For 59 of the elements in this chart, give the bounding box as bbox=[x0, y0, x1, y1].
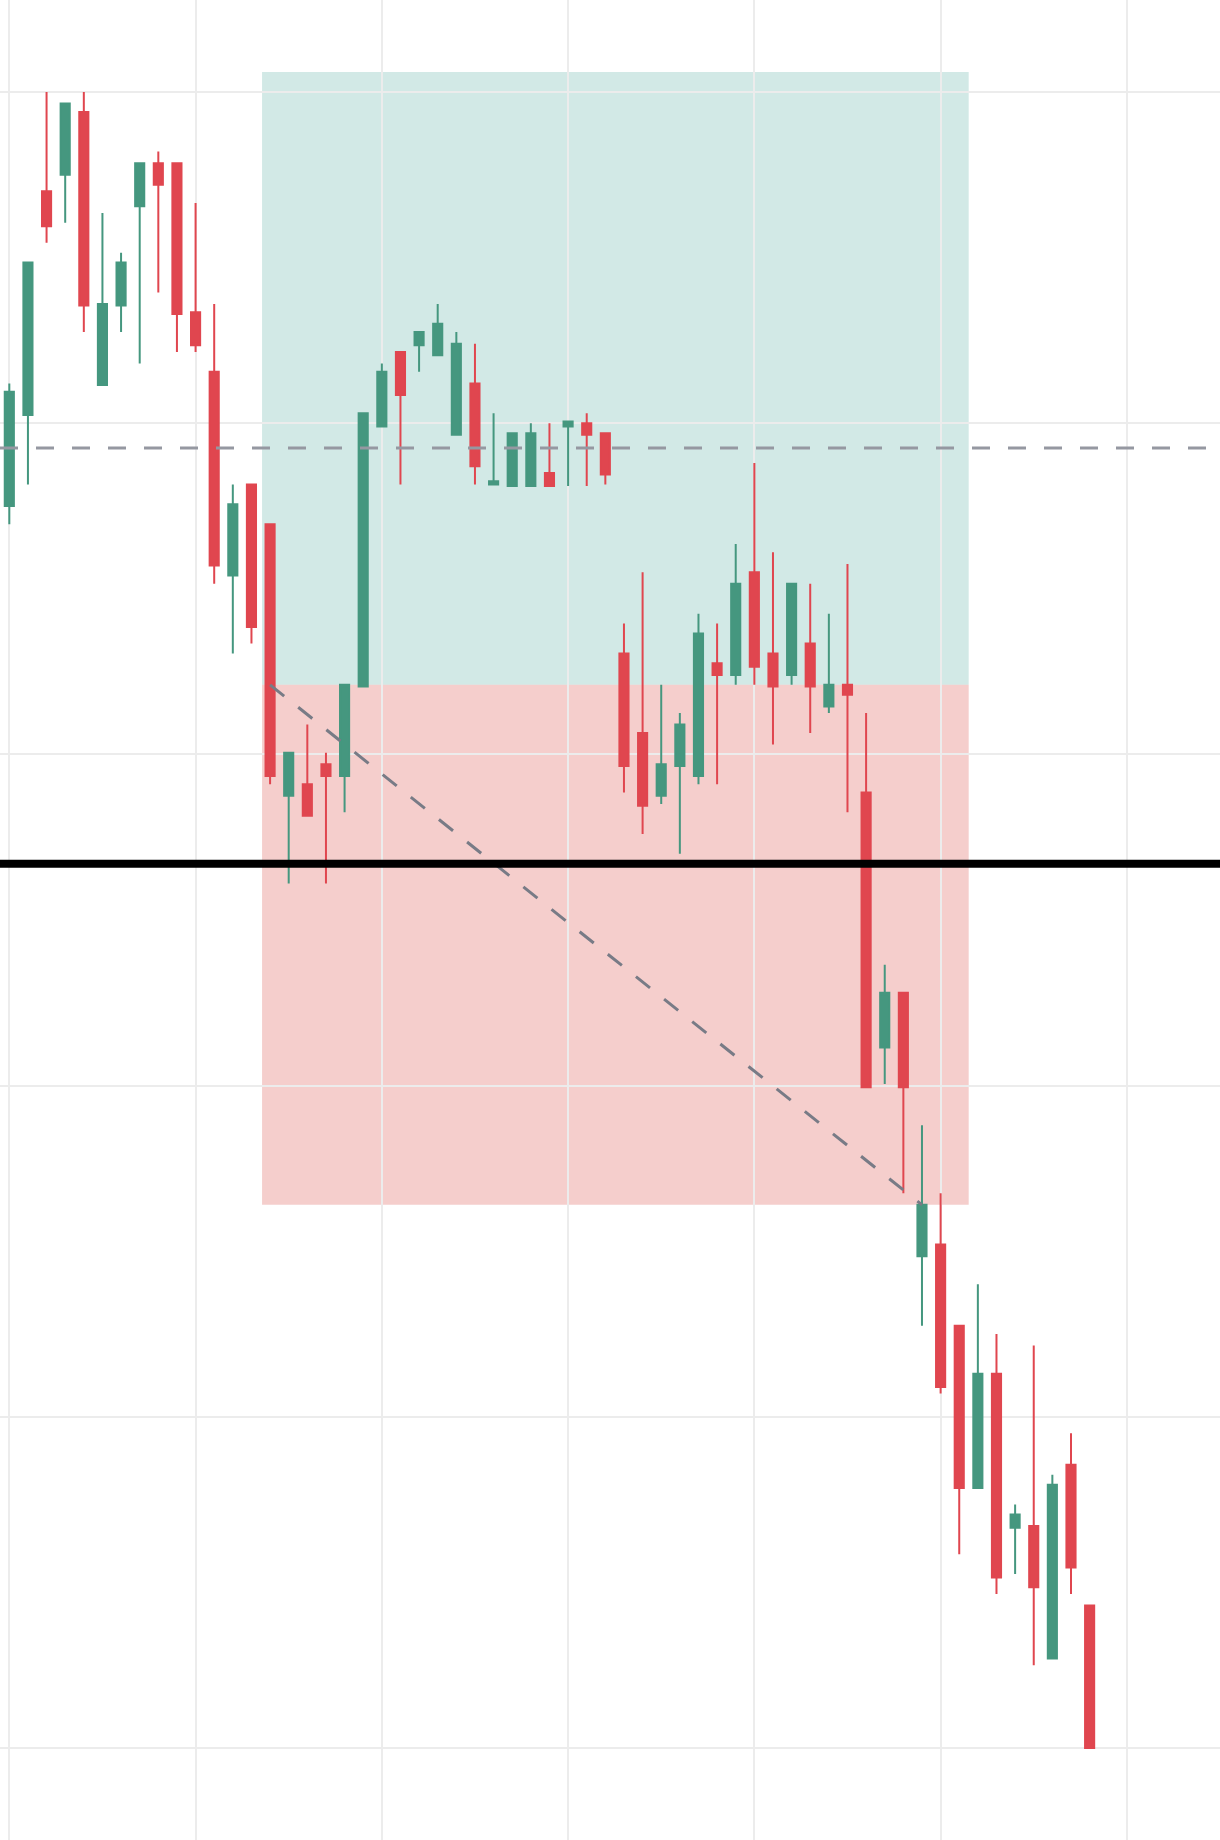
candlestick bbox=[1065, 1432, 1077, 1595]
candlestick bbox=[488, 412, 500, 486]
candlestick bbox=[227, 483, 239, 655]
candlestick bbox=[1084, 1604, 1096, 1749]
candlestick bbox=[283, 751, 295, 885]
candlestick bbox=[1009, 1503, 1021, 1576]
candlestick bbox=[860, 712, 872, 1089]
candlestick bbox=[190, 201, 202, 353]
candlestick bbox=[674, 712, 686, 855]
candlestick bbox=[264, 523, 276, 786]
candlestick bbox=[841, 562, 854, 814]
candlestick bbox=[692, 612, 705, 786]
candlestick bbox=[1028, 1344, 1040, 1667]
candlestick bbox=[115, 251, 127, 334]
candlestick bbox=[711, 622, 723, 786]
candlestick bbox=[748, 461, 760, 686]
candlestick bbox=[413, 331, 425, 373]
candlestick bbox=[152, 150, 164, 294]
candlestick bbox=[1046, 1473, 1058, 1660]
candlestick bbox=[935, 1192, 947, 1395]
candlestick bbox=[3, 382, 15, 526]
candlestick bbox=[450, 331, 462, 436]
candlestick bbox=[41, 91, 53, 244]
candlestick bbox=[394, 351, 407, 486]
candlestick bbox=[357, 412, 369, 688]
candlestick bbox=[525, 422, 537, 488]
candlestick bbox=[581, 412, 593, 488]
candlestick bbox=[320, 751, 332, 885]
candlestick bbox=[599, 432, 611, 486]
candlestick bbox=[432, 302, 444, 357]
candlestick bbox=[134, 162, 146, 365]
candlestick bbox=[767, 551, 779, 746]
candlestick bbox=[506, 432, 518, 488]
candlestick bbox=[823, 612, 835, 714]
candlestick bbox=[637, 571, 649, 835]
candlestick bbox=[301, 723, 313, 817]
candlestick bbox=[804, 582, 816, 734]
candlestick bbox=[543, 422, 556, 488]
candlestick bbox=[22, 261, 34, 486]
candlestick bbox=[879, 963, 891, 1085]
candlestick bbox=[916, 1124, 928, 1327]
candlestick bbox=[786, 582, 798, 686]
candlestick bbox=[245, 483, 258, 645]
candlestick bbox=[171, 162, 183, 353]
candlestick bbox=[78, 91, 90, 334]
candlestick bbox=[376, 362, 388, 428]
candlestick bbox=[96, 211, 108, 387]
candlestick bbox=[990, 1333, 1003, 1595]
candlestick bbox=[618, 622, 630, 794]
candlestick bbox=[59, 102, 71, 224]
candlestick bbox=[208, 302, 220, 585]
candlestick bbox=[655, 683, 667, 806]
candlestick bbox=[897, 991, 909, 1195]
candlestick bbox=[562, 420, 574, 488]
candlestick bbox=[339, 683, 351, 814]
candlestick bbox=[469, 342, 481, 486]
candlestick bbox=[730, 543, 742, 686]
candlestick bbox=[972, 1283, 984, 1489]
candlestick bbox=[953, 1324, 965, 1556]
